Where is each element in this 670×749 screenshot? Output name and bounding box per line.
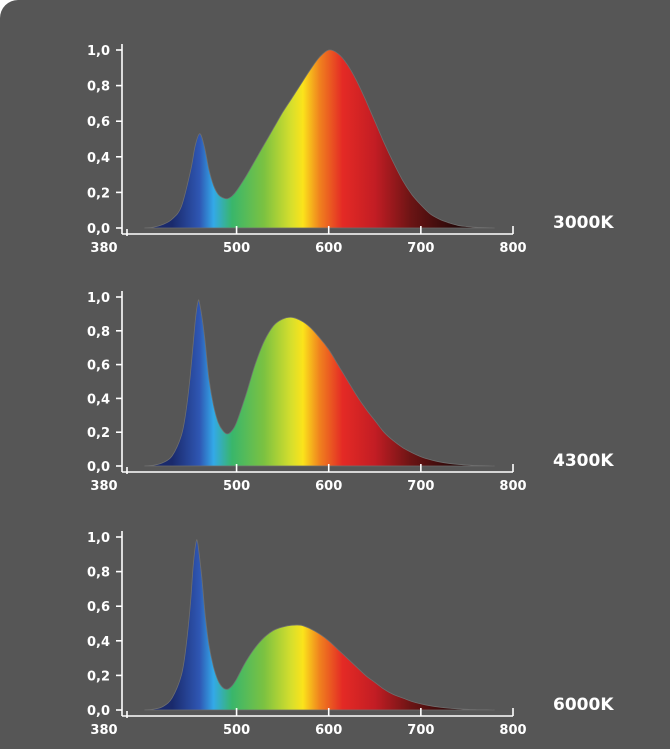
y-tick-label: 0,6 [87, 115, 110, 130]
spectrum-curve-3000k [144, 49, 495, 229]
spectrum-curve-6000k [144, 539, 495, 711]
x-tick-label: 600 [315, 479, 342, 494]
x-tick-label: 800 [499, 241, 526, 256]
x-tick-label: 500 [223, 723, 250, 738]
spectrum-curve-4300k [144, 299, 495, 467]
panel-background-right-fill [600, 0, 670, 749]
y-tick-label: 0,6 [87, 359, 110, 374]
y-tick-label: 1,0 [87, 291, 110, 306]
chart-6000k: 0,0 0,2 0,4 0,6 0,8 1,0 380 500 600 700 800 6000K [87, 531, 614, 738]
x-tick-label: 380 [90, 241, 117, 256]
x-tick-label: 500 [223, 241, 250, 256]
color-temperature-label: 4300K [553, 451, 614, 471]
x-tick-label: 800 [499, 479, 526, 494]
x-tick-label: 600 [315, 241, 342, 256]
x-tick-label: 800 [499, 723, 526, 738]
x-tick-label: 700 [407, 479, 434, 494]
x-tick-label: 700 [407, 723, 434, 738]
y-tick-label: 0,2 [87, 669, 110, 684]
y-tick-label: 1,0 [87, 44, 110, 59]
y-tick-label: 0,4 [87, 635, 110, 650]
y-tick-label: 0,2 [87, 186, 110, 201]
y-tick-label: 0,6 [87, 600, 110, 615]
y-tick-label: 0,8 [87, 80, 110, 95]
y-tick-label: 0,8 [87, 566, 110, 581]
color-temperature-label: 3000K [553, 213, 614, 233]
y-tick-label: 0,0 [87, 460, 110, 475]
color-temperature-label: 6000K [553, 695, 614, 715]
y-tick-label: 0,2 [87, 426, 110, 441]
y-tick-label: 1,0 [87, 531, 110, 546]
y-tick-label: 0,4 [87, 392, 110, 407]
chart-3000k: 0,0 0,2 0,4 0,6 0,8 1,0 380 500 600 700 800 3000K [87, 44, 614, 256]
y-tick-label: 0,0 [87, 704, 110, 719]
x-tick-label: 700 [407, 241, 434, 256]
y-tick-label: 0,0 [87, 222, 110, 237]
x-tick-label: 380 [90, 479, 117, 494]
x-tick-label: 500 [223, 479, 250, 494]
y-tick-label: 0,8 [87, 325, 110, 340]
chart-4300k: 0,0 0,2 0,4 0,6 0,8 1,0 380 500 600 700 800 4300K [87, 291, 614, 494]
x-tick-label: 600 [315, 723, 342, 738]
y-tick-label: 0,4 [87, 151, 110, 166]
x-tick-label: 380 [90, 723, 117, 738]
